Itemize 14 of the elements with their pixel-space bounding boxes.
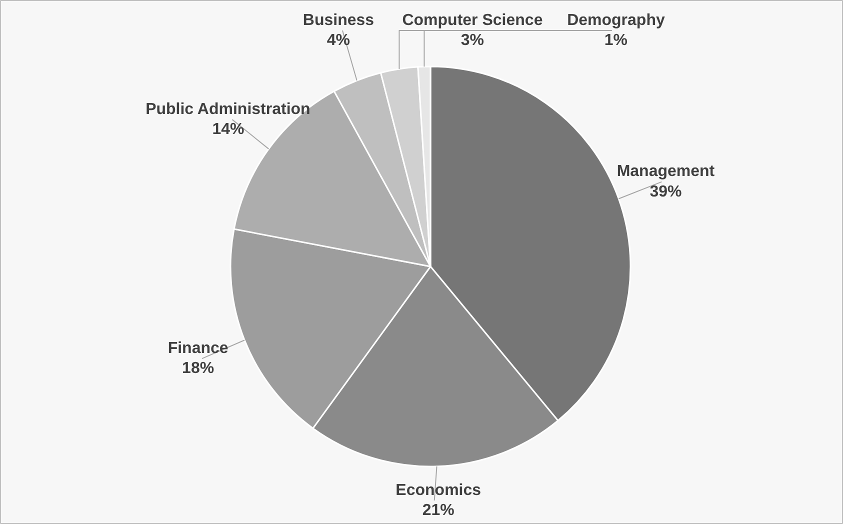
data-label: 1%: [604, 32, 628, 50]
slice-label: Finance: [168, 340, 228, 357]
data-label: 21%: [422, 502, 454, 520]
slice-label: Management: [616, 163, 716, 180]
slice-label: Computer Science: [402, 12, 543, 29]
slice-label: Business: [302, 12, 374, 29]
data-label: 14%: [212, 121, 244, 138]
data-label: 39%: [650, 184, 682, 201]
data-label: 3%: [460, 32, 484, 50]
data-label: 4%: [326, 32, 350, 50]
data-label: 18%: [182, 360, 214, 378]
slice-label: Public Administration: [146, 100, 310, 118]
slice-label: Demography: [567, 12, 665, 29]
slice-label: Economics: [396, 482, 482, 499]
